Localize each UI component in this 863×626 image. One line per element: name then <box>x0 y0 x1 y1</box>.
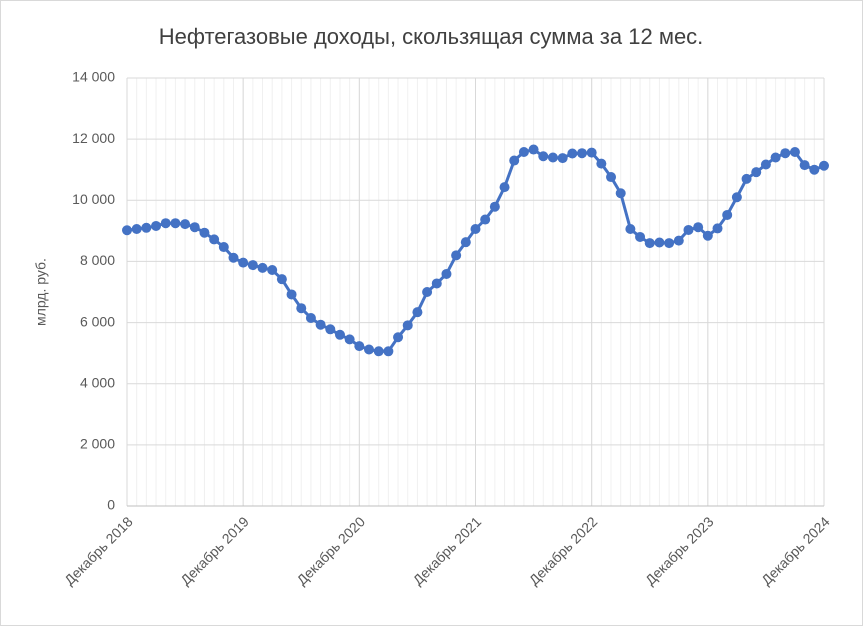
data-point <box>799 160 810 171</box>
data-point <box>702 230 713 241</box>
data-point <box>160 218 171 229</box>
data-point <box>209 234 220 245</box>
data-point <box>538 151 549 162</box>
data-point <box>354 341 365 352</box>
data-point <box>780 148 791 159</box>
data-point <box>325 324 336 335</box>
data-point <box>722 209 733 220</box>
data-point <box>122 225 132 236</box>
data-point <box>383 346 394 357</box>
data-point <box>344 334 355 345</box>
data-point <box>547 152 558 163</box>
data-point <box>615 188 626 199</box>
data-point <box>712 223 723 234</box>
data-point <box>170 218 181 229</box>
data-point <box>673 235 684 246</box>
data-point <box>760 159 771 170</box>
data-point <box>770 152 781 163</box>
chart-title: Нефтегазовые доходы, скользящая сумма за… <box>159 24 704 49</box>
data-point <box>741 173 752 184</box>
data-point <box>141 222 152 233</box>
data-point <box>586 147 597 158</box>
data-point <box>693 222 704 233</box>
data-point <box>460 237 471 248</box>
y-axis-label: млрд. руб. <box>33 258 49 326</box>
data-point <box>296 303 307 314</box>
data-point <box>257 262 268 273</box>
data-point <box>373 346 384 357</box>
data-point <box>247 260 258 271</box>
y-tick-label: 8 000 <box>80 252 115 268</box>
data-point <box>819 160 829 171</box>
data-point <box>451 250 462 261</box>
data-point <box>480 214 491 225</box>
data-point <box>334 329 345 340</box>
data-point <box>606 172 617 183</box>
data-point <box>489 201 500 212</box>
data-point <box>431 278 442 289</box>
data-point <box>228 252 239 263</box>
data-point <box>151 220 162 231</box>
data-point <box>567 148 578 159</box>
data-point <box>276 274 287 285</box>
data-point <box>557 153 568 164</box>
y-tick-label: 12 000 <box>72 130 115 146</box>
data-point <box>422 287 433 297</box>
data-point <box>731 192 742 203</box>
data-point <box>789 146 800 157</box>
data-point <box>315 319 326 330</box>
data-point <box>625 224 636 235</box>
data-point <box>654 237 665 248</box>
data-point <box>635 231 646 242</box>
data-point <box>518 146 529 157</box>
data-point <box>412 307 423 318</box>
data-point <box>509 155 520 166</box>
data-point <box>596 158 607 169</box>
data-point <box>683 224 694 235</box>
data-point <box>286 289 297 300</box>
data-point <box>267 264 278 275</box>
y-tick-label: 2 000 <box>80 436 115 452</box>
y-tick-label: 10 000 <box>72 191 115 207</box>
data-point <box>364 344 375 355</box>
data-point <box>644 238 655 249</box>
data-point <box>441 268 452 279</box>
data-point <box>238 257 249 268</box>
data-point <box>664 238 675 249</box>
data-point <box>751 167 762 178</box>
y-tick-label: 6 000 <box>80 313 115 329</box>
data-point <box>402 320 413 331</box>
data-point <box>809 164 820 175</box>
data-point <box>218 242 229 253</box>
data-point <box>199 227 210 238</box>
data-point <box>189 222 200 233</box>
data-point <box>305 312 316 323</box>
data-point <box>393 332 404 343</box>
data-point <box>499 182 510 193</box>
data-point <box>576 148 587 159</box>
data-point <box>180 219 191 230</box>
y-tick-label: 4 000 <box>80 374 115 390</box>
data-point <box>470 224 481 235</box>
y-tick-label: 14 000 <box>72 69 115 85</box>
y-tick-label: 0 <box>107 497 115 513</box>
data-point <box>528 144 539 155</box>
data-point <box>131 224 142 235</box>
